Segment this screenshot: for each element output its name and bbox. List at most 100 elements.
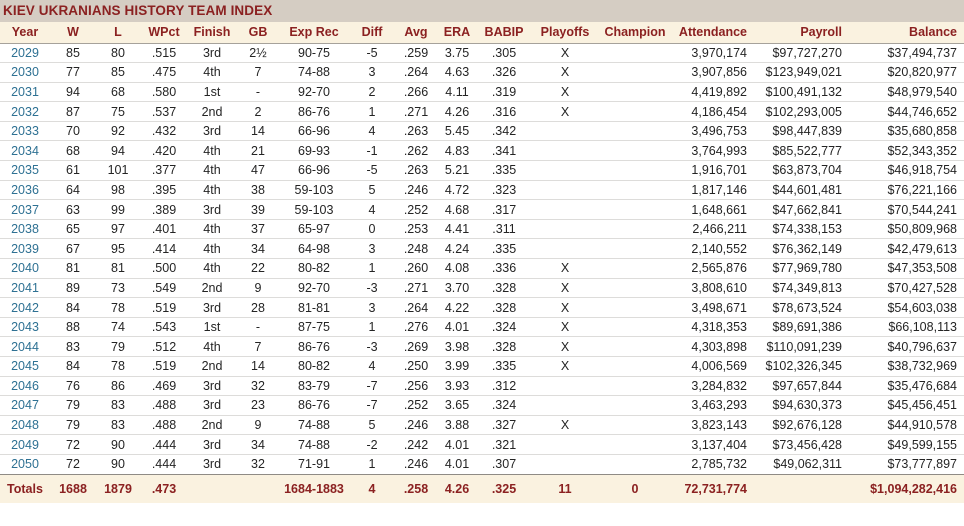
col-header-avg[interactable]: Avg: [396, 22, 436, 44]
cell-champion: [600, 43, 670, 64]
cell-attendance: 3,284,832: [670, 376, 752, 397]
col-header-diff[interactable]: Diff: [348, 22, 396, 44]
col-header-gb[interactable]: GB: [236, 22, 280, 44]
year-link[interactable]: 2039: [11, 241, 39, 256]
cell-payroll: $74,338,153: [752, 219, 847, 240]
cell-finish: 3rd: [188, 43, 236, 64]
cell-w: 64: [50, 180, 96, 201]
cell-exprec: 74-88: [280, 415, 348, 436]
cell-champion: [600, 317, 670, 338]
cell-wpct: .469: [140, 376, 188, 397]
cell-attendance: 3,137,404: [670, 434, 752, 455]
cell-gb: 7: [236, 336, 280, 357]
year-link[interactable]: 2050: [11, 457, 39, 472]
cell-finish: 4th: [188, 238, 236, 260]
table-row-2029: 2029 85 80.515 3rd 2½ 90-75 -5.259 3.75.305 X 3,9…: [0, 43, 964, 64]
year-link[interactable]: 2043: [11, 320, 39, 335]
cell-playoffs: [530, 199, 600, 220]
col-header-era[interactable]: ERA: [436, 22, 478, 44]
year-link[interactable]: 2029: [11, 45, 39, 60]
col-header-playoffs[interactable]: Playoffs: [530, 22, 600, 44]
cell-wpct: .488: [140, 395, 188, 416]
cell-w: 72: [50, 434, 96, 455]
cell-exprec: 83-79: [280, 376, 348, 397]
totals-payroll: [752, 473, 847, 504]
col-header-w[interactable]: W: [50, 22, 96, 44]
year-link[interactable]: 2035: [11, 163, 39, 178]
col-header-attendance[interactable]: Attendance: [670, 22, 752, 44]
totals-avg: .258: [396, 473, 436, 504]
cell-champion: [600, 297, 670, 318]
cell-era: 3.88: [436, 415, 478, 436]
year-link[interactable]: 2038: [11, 222, 39, 237]
cell-attendance: 3,463,293: [670, 395, 752, 416]
cell-playoffs: X: [530, 336, 600, 357]
cell-gb: -: [236, 82, 280, 103]
year-link[interactable]: 2036: [11, 182, 39, 197]
table-row-2044: 2044 83 79.512 4th 7 86-76 -3.269 3.98.328 X 4,30…: [0, 336, 964, 357]
year-link[interactable]: 2049: [11, 437, 39, 452]
year-link[interactable]: 2046: [11, 378, 39, 393]
totals-attendance: 72,731,774: [670, 473, 752, 504]
year-link[interactable]: 2031: [11, 84, 39, 99]
cell-era: 4.72: [436, 180, 478, 201]
cell-wpct: .519: [140, 297, 188, 318]
table-row-2032: 2032 87 75.537 2nd 2 86-76 1.271 4.26.316 X 4,186…: [0, 101, 964, 122]
totals-row: Totals 1688 1879.473 1684-1883 4.258 4.26.325…: [0, 473, 964, 504]
cell-wpct: .444: [140, 434, 188, 455]
cell-wpct: .401: [140, 219, 188, 240]
table-row-2037: 2037 63 99.389 3rd 39 59-103 4.252 4.68.317 1,64…: [0, 199, 964, 220]
cell-payroll: $63,873,704: [752, 160, 847, 181]
cell-babip: .335: [478, 238, 530, 260]
cell-wpct: .395: [140, 180, 188, 201]
col-header-wpct[interactable]: WPct: [140, 22, 188, 44]
cell-babip: .324: [478, 317, 530, 338]
cell-l: 74: [96, 317, 140, 338]
year-link[interactable]: 2048: [11, 418, 39, 433]
table-row-2049: 2049 72 90.444 3rd 34 74-88 -2.242 4.01.321 3,13…: [0, 434, 964, 455]
col-header-babip[interactable]: BABIP: [478, 22, 530, 44]
col-header-finish[interactable]: Finish: [188, 22, 236, 44]
year-link[interactable]: 2044: [11, 339, 39, 354]
year-link[interactable]: 2042: [11, 300, 39, 315]
cell-w: 65: [50, 219, 96, 240]
table-row-2030: 2030 77 85.475 4th 7 74-88 3.264 4.63.326 X 3,907…: [0, 62, 964, 83]
year-link[interactable]: 2041: [11, 280, 39, 295]
year-link[interactable]: 2045: [11, 359, 39, 374]
cell-year: 2046: [0, 376, 50, 397]
col-header-champion[interactable]: Champion: [600, 22, 670, 44]
cell-playoffs: X: [530, 258, 600, 279]
totals-l: 1879: [96, 473, 140, 504]
year-link[interactable]: 2040: [11, 261, 39, 276]
year-link[interactable]: 2032: [11, 104, 39, 119]
cell-l: 80: [96, 43, 140, 64]
cell-exprec: 69-93: [280, 140, 348, 162]
cell-babip: .305: [478, 43, 530, 64]
cell-balance: $48,979,540: [847, 82, 964, 103]
col-header-year[interactable]: Year: [0, 22, 50, 44]
year-link[interactable]: 2034: [11, 143, 39, 158]
col-header-exprec[interactable]: Exp Rec: [280, 22, 348, 44]
cell-champion: [600, 199, 670, 220]
year-link[interactable]: 2030: [11, 65, 39, 80]
year-link[interactable]: 2033: [11, 124, 39, 139]
cell-avg: .252: [396, 395, 436, 416]
col-header-balance[interactable]: Balance: [847, 22, 964, 44]
cell-w: 76: [50, 376, 96, 397]
cell-balance: $35,476,684: [847, 376, 964, 397]
cell-era: 3.93: [436, 376, 478, 397]
cell-champion: [600, 121, 670, 142]
year-link[interactable]: 2037: [11, 202, 39, 217]
cell-year: 2044: [0, 336, 50, 357]
cell-champion: [600, 101, 670, 122]
cell-era: 4.11: [436, 82, 478, 103]
cell-balance: $44,746,652: [847, 101, 964, 122]
cell-l: 95: [96, 238, 140, 260]
year-link[interactable]: 2047: [11, 398, 39, 413]
col-header-payroll[interactable]: Payroll: [752, 22, 847, 44]
cell-diff: -5: [348, 43, 396, 64]
col-header-l[interactable]: L: [96, 22, 140, 44]
cell-exprec: 81-81: [280, 297, 348, 318]
cell-avg: .271: [396, 278, 436, 299]
cell-playoffs: [530, 395, 600, 416]
